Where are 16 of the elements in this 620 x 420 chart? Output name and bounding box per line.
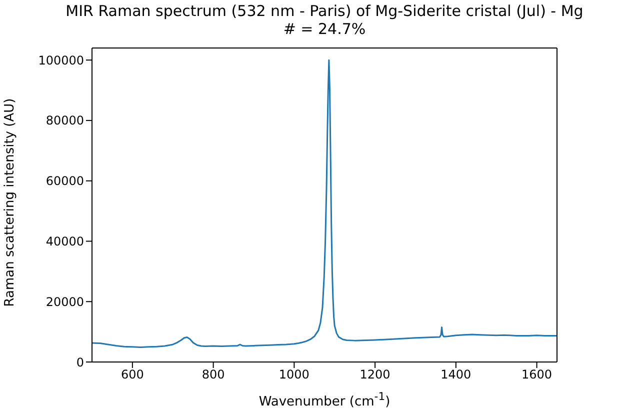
x-tick-label: 800 xyxy=(202,368,225,382)
y-tick-label: 20000 xyxy=(46,294,84,309)
y-tick-label: 100000 xyxy=(38,53,84,68)
chart-title: MIR Raman spectrum (532 nm - Paris) of Mg-Siderite cristal (Jul) - Mg # = 24.7% xyxy=(64,2,584,38)
y-tick-label: 0 xyxy=(76,355,84,370)
x-axis-title: Wavenumber (cm$^{-1}$) xyxy=(258,390,392,410)
y-axis-title: Raman scattering intensity (AU) xyxy=(2,97,18,309)
x-tick-label: 1000 xyxy=(278,368,310,382)
x-tick-label: 1600 xyxy=(522,368,552,382)
y-tick-label: 40000 xyxy=(46,234,84,248)
x-tick-label: 600 xyxy=(120,368,144,382)
x-tick-label: 1200 xyxy=(360,368,390,382)
y-tick-label: 60000 xyxy=(46,174,84,188)
y-tick-label: 80000 xyxy=(46,114,84,128)
x-tick-label: 1400 xyxy=(440,368,472,382)
line-series xyxy=(92,59,557,348)
